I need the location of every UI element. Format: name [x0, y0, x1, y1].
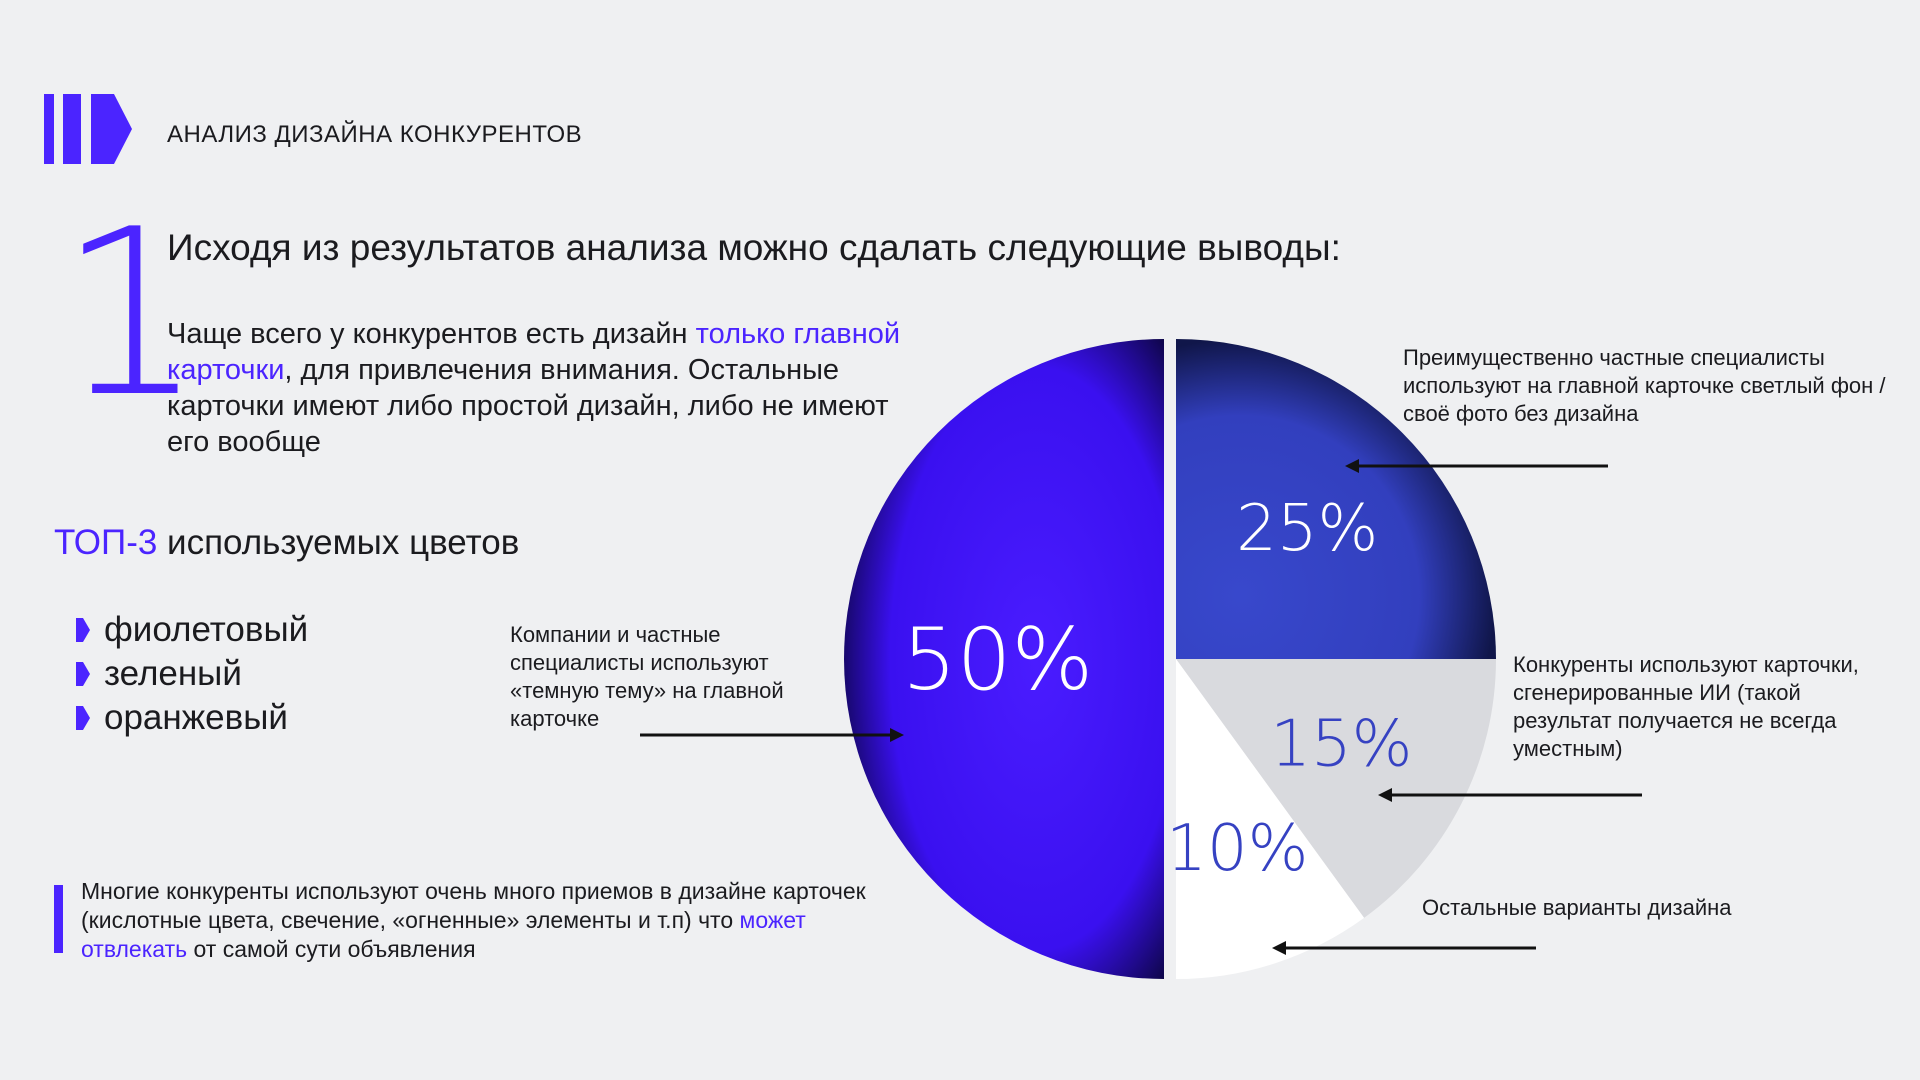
- callout-15: Конкуренты используют карточки, сгенерир…: [1513, 652, 1859, 761]
- intro-paragraph: Чаще всего у конкурентов есть дизайн тол…: [167, 316, 927, 460]
- bullet-arrow-icon: [76, 706, 90, 730]
- note-highlight: может отвлекать: [81, 907, 806, 962]
- color-name: зеленый: [104, 654, 242, 693]
- pie-slice-15-label: 15%: [1270, 708, 1412, 782]
- callout-50: Компании и частные специалисты использую…: [510, 622, 784, 731]
- callout-25: Преимущественно частные специалисты испо…: [1403, 345, 1886, 426]
- header-title: АНАЛИЗ ДИЗАЙНА КОНКУРЕНТОВ: [167, 121, 583, 148]
- note-text-end: от самой сути объявления: [187, 936, 476, 962]
- section-headline: Исходя из результатов анализа можно сдал…: [167, 227, 1341, 268]
- intro-highlight: только главной карточки: [167, 318, 901, 386]
- list-item: фиолетовый: [76, 608, 308, 652]
- note-accent-bar: [54, 885, 63, 953]
- note-text-start: Многие конкуренты используют очень много…: [81, 878, 866, 933]
- color-name: фиолетовый: [104, 610, 309, 649]
- pie-slice-25: [1176, 339, 1496, 659]
- bullet-arrow-icon: [76, 618, 90, 642]
- top-colors-title-accent: ТОП-3: [54, 523, 158, 562]
- top-colors-title: ТОП-3 используемых цветов: [54, 521, 519, 565]
- color-name: оранжевый: [104, 698, 288, 737]
- list-item: оранжевый: [76, 696, 308, 740]
- intro-text-end: , для привлечения внимания. Остальные ка…: [167, 354, 889, 458]
- pie-slice-10: [1176, 659, 1365, 979]
- top-colors-list: фиолетовый зеленый оранжевый: [76, 608, 308, 740]
- pie-slice-50-label: 50%: [902, 610, 1093, 710]
- pie-slice-50: [844, 339, 1164, 979]
- callout-10: Остальные варианты дизайна: [1422, 895, 1732, 920]
- pie-slice-10-label: 10%: [1166, 812, 1308, 886]
- brand-logo-icon: [44, 94, 132, 164]
- note-text: Многие конкуренты используют очень много…: [81, 877, 881, 964]
- list-item: зеленый: [76, 652, 308, 696]
- pie-slice-25-label: 25%: [1236, 492, 1378, 566]
- intro-text-start: Чаще всего у конкурентов есть дизайн: [167, 318, 696, 350]
- section-number: 1: [58, 181, 205, 448]
- bullet-arrow-icon: [76, 662, 90, 686]
- top-colors-title-rest: используемых цветов: [157, 523, 520, 562]
- pie-slice-15: [1176, 659, 1496, 918]
